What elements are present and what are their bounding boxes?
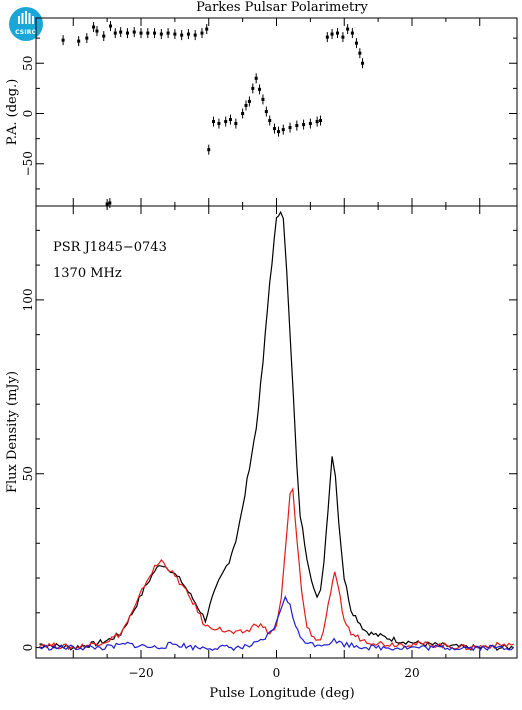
pa-point: [95, 29, 99, 33]
pa-point: [272, 127, 276, 131]
pa-point: [354, 41, 358, 45]
chart-title: Parkes Pulsar Polarimetry: [196, 0, 368, 15]
pa-point: [166, 31, 170, 35]
pa-point: [325, 35, 329, 39]
csiro-logo: CSIRO: [9, 7, 43, 41]
pa-point: [361, 61, 365, 65]
pa-point: [77, 39, 81, 43]
pa-point: [186, 32, 190, 36]
pa-point: [102, 34, 106, 38]
pa-point: [205, 27, 209, 31]
flux-y-tick-label: 100: [21, 288, 35, 311]
pa-point: [358, 51, 362, 55]
pa-point: [173, 32, 177, 36]
flux-series-line: [39, 487, 514, 651]
pa-point: [241, 112, 245, 116]
pa-point: [308, 122, 312, 126]
pa-point: [108, 201, 112, 205]
flux-y-tick-label: 0: [21, 644, 35, 652]
pa-point: [139, 31, 143, 35]
pa-point: [341, 35, 345, 39]
pa-point: [211, 120, 215, 124]
pa-point: [295, 124, 299, 128]
pa-point: [119, 30, 123, 34]
csiro-logo-mark: [18, 11, 34, 24]
pa-point: [146, 31, 150, 35]
pa-point: [153, 31, 157, 35]
pa-point: [228, 118, 232, 122]
pa-point: [264, 109, 268, 113]
pulsar-name-label: PSR J1845−0743: [53, 240, 167, 255]
pa-point: [193, 33, 197, 37]
pa-point: [105, 202, 109, 206]
pa-point: [302, 123, 306, 127]
pa-point: [247, 99, 251, 103]
pa-point: [281, 128, 285, 132]
pa-point: [125, 31, 129, 35]
pa-point: [132, 30, 136, 34]
x-axis-label: Pulse Longitude (deg): [209, 686, 354, 701]
pa-point: [109, 24, 113, 28]
flux-lines-layer: [39, 210, 514, 652]
pa-point: [159, 32, 163, 36]
pa-point: [207, 148, 211, 152]
pa-point: [277, 130, 281, 134]
pa-point: [346, 27, 350, 31]
pa-point: [113, 31, 117, 35]
flux-y-tick-label: 50: [21, 466, 35, 481]
flux-series-line: [39, 595, 514, 652]
pa-y-tick-label: −50: [21, 151, 35, 176]
pa-point: [85, 36, 89, 40]
pa-point: [234, 122, 238, 126]
logo-text: CSIRO: [15, 29, 37, 36]
pa-y-tick-label: 50: [21, 56, 35, 71]
pa-point: [254, 76, 258, 80]
pa-point: [180, 33, 184, 37]
pa-point: [217, 122, 221, 126]
x-tick-label: 0: [273, 666, 281, 680]
pa-point: [244, 103, 248, 107]
pa-point: [61, 38, 65, 42]
flux-axis-label: Flux Density (mJy): [5, 371, 20, 493]
pa-points-layer: [61, 21, 365, 209]
pa-point: [251, 86, 255, 90]
pa-axis-ticks: −50 0 50: [21, 18, 517, 206]
pa-point: [261, 97, 265, 101]
pa-point: [350, 31, 354, 35]
pa-axis-label: P.A. (deg.): [5, 79, 20, 146]
pa-point: [200, 31, 204, 35]
pa-point: [224, 120, 228, 124]
pa-point: [315, 120, 319, 124]
x-tick-label: 20: [404, 666, 419, 680]
x-tick-label: −20: [128, 666, 153, 680]
pa-y-tick-label: 0: [21, 110, 35, 118]
pa-point: [92, 25, 96, 29]
pa-point: [319, 119, 323, 123]
pa-point: [258, 87, 262, 91]
pa-point: [335, 31, 339, 35]
flux-axis-ticks: −20 0 20 0 50 100: [21, 206, 517, 680]
pa-panel-frame: [35, 17, 518, 207]
pa-point: [288, 126, 292, 130]
pa-point: [268, 119, 272, 123]
pa-point: [330, 32, 334, 36]
frequency-label: 1370 MHz: [53, 266, 122, 281]
